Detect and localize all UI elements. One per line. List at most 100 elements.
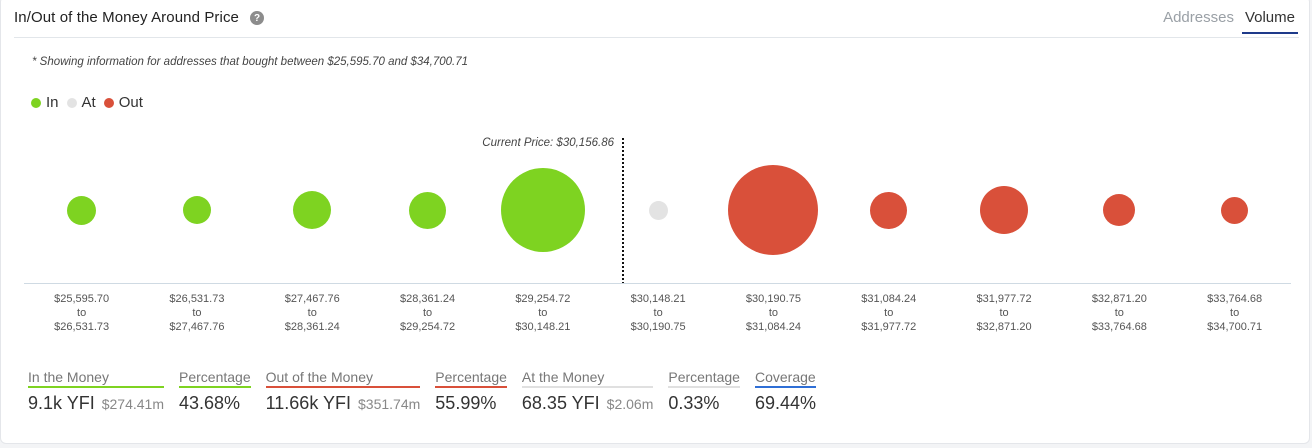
card-header: In/Out of the Money Around Price ? xyxy=(14,9,264,26)
stat-usd: $274.41m xyxy=(101,396,164,412)
stat-at-percentage: Percentage 0.33% xyxy=(668,369,740,414)
stat-label: Percentage xyxy=(668,369,740,388)
range-label-line: $30,148.21 xyxy=(515,321,571,333)
card-title: In/Out of the Money Around Price xyxy=(14,9,239,26)
range-label: $28,361.24 to $29,254.72 xyxy=(370,292,485,334)
stat-value: 0.33% xyxy=(668,393,720,413)
range-label-line: $29,254.72 xyxy=(400,321,456,333)
at-dot-icon xyxy=(66,97,77,108)
stat-in-the-money: In the Money 9.1k YFI $274.41m xyxy=(28,369,164,414)
stat-out-of-the-money: Out of the Money 11.66k YFI $351.74m xyxy=(265,369,421,414)
range-label-line: $31,977.72 xyxy=(976,293,1032,305)
legend-label: In xyxy=(46,94,59,111)
range-label-line: to xyxy=(538,307,548,319)
bubble-out[interactable] xyxy=(980,186,1029,234)
range-label-line: $31,084.24 xyxy=(745,321,801,333)
stat-amount: 9.1k YFI xyxy=(28,393,95,413)
stat-label: Percentage xyxy=(179,369,251,388)
legend-item-at[interactable]: At xyxy=(66,94,96,111)
range-label-line: to xyxy=(884,307,894,319)
range-label-line: $31,977.72 xyxy=(861,321,917,333)
range-label-line: $34,700.71 xyxy=(1207,321,1263,333)
tab-addresses[interactable]: Addresses xyxy=(1163,9,1234,26)
range-label: $32,871.20 to $33,764.68 xyxy=(1062,292,1177,334)
legend-item-out[interactable]: Out xyxy=(103,94,143,111)
stat-label: In the Money xyxy=(28,369,164,388)
range-label-line: $29,254.72 xyxy=(515,293,571,305)
stat-usd: $2.06m xyxy=(606,396,654,412)
range-label-line: $27,467.76 xyxy=(284,293,340,305)
range-label-line: $30,148.21 xyxy=(630,293,686,305)
out-dot-icon xyxy=(103,97,114,108)
stat-out-percentage: Percentage 55.99% xyxy=(435,369,507,414)
legend-label: At xyxy=(81,94,96,111)
range-label-line: $28,361.24 xyxy=(400,293,456,305)
summary-stats: In the Money 9.1k YFI $274.41m Percentag… xyxy=(28,369,831,414)
stat-value: 69.44% xyxy=(754,393,817,413)
range-label-line: to xyxy=(422,307,433,319)
range-label-line: $32,871.20 xyxy=(1091,293,1147,305)
bubble-out[interactable] xyxy=(728,165,819,255)
legend-item-in[interactable]: In xyxy=(31,94,59,111)
range-label: $31,977.72 to $32,871.20 xyxy=(947,292,1062,334)
range-label-line: to xyxy=(1114,307,1124,319)
range-label: $30,190.75 to $31,084.24 xyxy=(716,292,831,334)
range-label-line: $33,764.68 xyxy=(1091,321,1147,333)
range-label: $29,254.72 to $30,148.21 xyxy=(485,292,600,334)
range-label-line: $27,467.76 xyxy=(169,321,225,333)
bubble-in[interactable] xyxy=(67,195,97,225)
view-tabs: Addresses Volume xyxy=(1155,9,1298,34)
range-label-line: to xyxy=(1230,307,1240,319)
stat-label: At the Money xyxy=(521,369,654,388)
range-label-line: to xyxy=(307,307,317,319)
range-label-line: $31,084.24 xyxy=(861,293,917,305)
stat-amount: 68.35 YFI xyxy=(521,393,600,413)
in-dot-icon xyxy=(31,97,41,108)
range-label-line: $28,361.24 xyxy=(284,321,340,333)
question-circle-icon[interactable]: ? xyxy=(250,11,264,25)
range-label-line: $30,190.75 xyxy=(630,321,686,333)
stat-at-the-money: At the Money 68.35 YFI $2.06m xyxy=(521,369,654,414)
bubble-out[interactable] xyxy=(1221,196,1249,224)
bubble-at[interactable] xyxy=(648,200,668,220)
bubble-in[interactable] xyxy=(293,191,332,229)
range-label: $27,467.76 to $28,361.24 xyxy=(255,292,370,334)
range-label: $33,764.68 to $34,700.71 xyxy=(1177,292,1292,334)
range-label: $31,084.24 to $31,977.72 xyxy=(831,292,946,334)
range-label-line: to xyxy=(192,307,202,319)
stat-value: 9.1k YFI $274.41m xyxy=(28,393,164,414)
range-label-line: to xyxy=(653,307,663,319)
range-note: * Showing information for addresses that… xyxy=(32,56,469,68)
bubble-out[interactable] xyxy=(1103,194,1136,226)
range-label-line: $30,190.75 xyxy=(745,293,801,305)
tab-volume[interactable]: Volume xyxy=(1241,9,1298,34)
bubble-out[interactable] xyxy=(870,191,908,229)
chart-legend: In At Out xyxy=(31,94,151,111)
range-label-line: to xyxy=(77,307,87,319)
stat-value: 55.99% xyxy=(435,393,497,413)
bubble-in[interactable] xyxy=(182,196,211,224)
stat-value: 11.66k YFI $351.74m xyxy=(266,393,421,414)
range-label-line: to xyxy=(999,307,1009,319)
range-label-line: $26,531.73 xyxy=(169,293,225,305)
stat-label: Out of the Money xyxy=(265,369,421,388)
range-label: $30,148.21 to $30,190.75 xyxy=(601,292,716,334)
stat-value: 68.35 YFI $2.06m xyxy=(522,393,653,414)
range-label: $25,595.70 to $26,531.73 xyxy=(24,292,139,334)
bubble-in[interactable] xyxy=(500,168,585,252)
range-label-line: to xyxy=(768,307,779,319)
current-price-line xyxy=(622,138,624,284)
stat-coverage: Coverage 69.44% xyxy=(754,369,817,414)
legend-label: Out xyxy=(118,94,143,111)
stat-label: Coverage xyxy=(754,369,817,388)
bubble-in[interactable] xyxy=(409,191,447,229)
stat-amount: 11.66k YFI xyxy=(265,393,351,413)
stat-label: Percentage xyxy=(435,369,507,388)
stat-in-percentage: Percentage 43.68% xyxy=(179,369,251,414)
stat-value: 43.68% xyxy=(179,393,241,413)
range-label-line: $32,871.20 xyxy=(976,321,1032,333)
current-price-label: Current Price: $30,156.86 xyxy=(482,137,614,149)
range-label-line: $33,764.68 xyxy=(1207,293,1263,305)
